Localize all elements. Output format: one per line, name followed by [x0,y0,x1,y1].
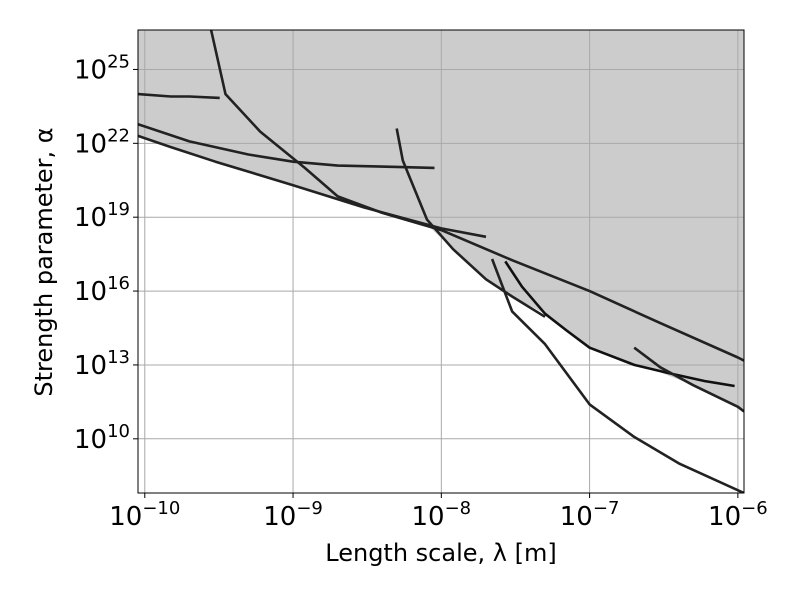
x-tick-label: 10−7 [560,498,620,532]
excluded-region [138,30,744,412]
y-tick-label: 1016 [74,273,130,307]
x-tick-label: 10−8 [412,498,472,532]
x-axis-label: Length scale, λ [m] [325,539,556,567]
constraint-curve-1 [138,134,487,239]
y-tick-label: 1013 [74,347,130,381]
constraint-curve-2 [138,122,435,170]
y-axis-ticks: 1010 1013 1016 1019 1022 1025 [74,51,138,455]
y-axis-label: Strength parameter, α [30,127,58,396]
y-tick-label: 1025 [74,51,130,85]
constraint-curve-5 [395,128,546,318]
x-tick-label: 10−6 [708,498,768,532]
y-tick-label: 1010 [74,421,130,455]
shaded-area [138,30,744,412]
x-tick-label: 10−9 [263,498,323,532]
x-tick-label: 10−10 [109,498,180,532]
x-axis-ticks: 10−10 10−9 10−8 10−7 10−6 [109,493,768,532]
constraint-curves [138,30,744,493]
grid [138,30,744,493]
y-tick-label: 1022 [74,125,130,159]
constraint-curve-8 [633,346,744,413]
constraint-curve-6 [504,260,735,388]
constraint-curve-3 [138,92,220,100]
y-tick-label: 1019 [74,199,130,233]
constraint-curve-7 [490,258,744,493]
constraint-curve-4 [209,30,744,362]
